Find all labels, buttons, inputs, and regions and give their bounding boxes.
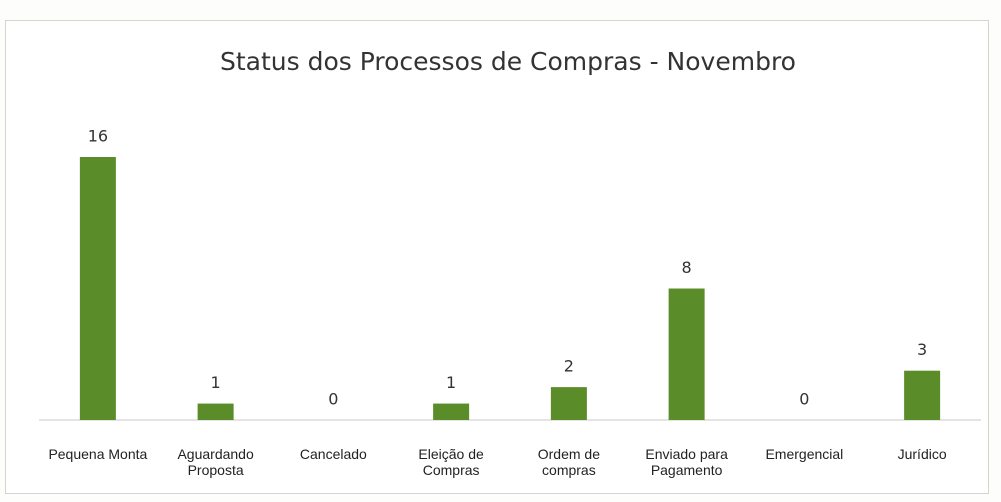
data-label: 8 bbox=[682, 258, 692, 277]
bar bbox=[904, 370, 941, 420]
data-label: 0 bbox=[328, 390, 338, 409]
bar bbox=[668, 288, 705, 420]
x-tick-label: Aguardando Proposta bbox=[177, 446, 254, 478]
x-tick-label: Cancelado bbox=[299, 446, 367, 462]
bar bbox=[197, 403, 234, 420]
bar bbox=[550, 387, 587, 420]
data-label: 1 bbox=[446, 373, 456, 392]
bar bbox=[79, 157, 116, 420]
data-label: 2 bbox=[564, 357, 574, 376]
x-tick-label: Emergencial bbox=[765, 446, 844, 462]
data-label: 1 bbox=[211, 373, 221, 392]
bar bbox=[433, 403, 470, 420]
x-tick-label: Enviado para Pagamento bbox=[645, 446, 728, 478]
x-tick-label: Pequena Monta bbox=[48, 446, 148, 462]
data-label: 3 bbox=[917, 340, 927, 359]
chart-title: Status dos Processos de Compras - Novemb… bbox=[220, 47, 796, 76]
x-tick-label: Eleição de Compras bbox=[418, 446, 484, 478]
chart-frame bbox=[5, 20, 989, 494]
x-tick-label: Jurídico bbox=[897, 446, 947, 462]
x-tick-label: Ordem de compras bbox=[537, 446, 600, 478]
data-label: 16 bbox=[88, 127, 108, 146]
data-label: 0 bbox=[799, 390, 809, 409]
